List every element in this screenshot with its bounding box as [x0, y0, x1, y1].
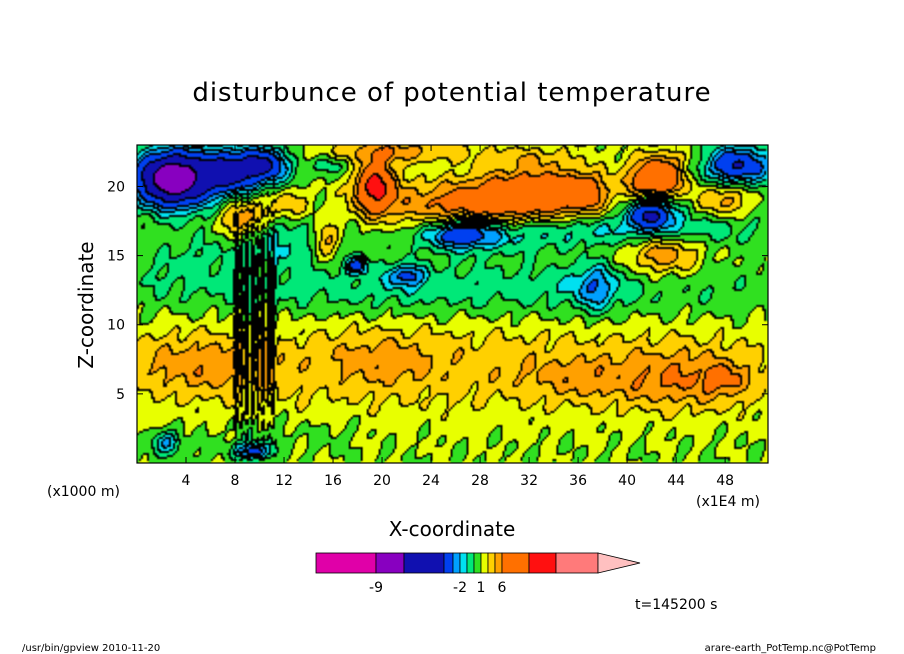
colorbar-swatch [528, 552, 557, 574]
colorbar-label: 6 [498, 580, 507, 596]
x-axis-label: X-coordinate [389, 517, 516, 541]
colorbar: -9 -2 1 6 [315, 552, 641, 596]
footer-left: /usr/bin/gpview 2010-11-20 [22, 643, 160, 654]
x-tick-label: 20 [373, 473, 391, 489]
x-tick-label: 36 [569, 473, 587, 489]
x-tick-label: 8 [231, 473, 240, 489]
colorbar-overflow-arrow [597, 552, 641, 574]
x-tick-label: 32 [520, 473, 538, 489]
colorbar-swatch [452, 552, 461, 574]
y-tick-label: 5 [116, 387, 125, 403]
colorbar-swatch [315, 552, 377, 574]
colorbar-swatch [555, 552, 599, 574]
plot-frame [136, 144, 769, 464]
colorbar-swatch [403, 552, 445, 574]
footer-right: arare-earth_PotTemp.nc@PotTemp [705, 643, 876, 654]
colorbar-swatch [473, 552, 482, 574]
colorbar-swatch [375, 552, 405, 574]
y-axis-ticks: 5 10 15 20 [107, 179, 768, 403]
colorbar-swatch [459, 552, 468, 574]
y-tick-label: 10 [107, 318, 125, 334]
colorbar-swatch [466, 552, 475, 574]
x-tick-label: 4 [182, 473, 191, 489]
y-tick-label: 15 [107, 249, 125, 265]
x-unit-label: (x1000 m) [47, 484, 120, 500]
y-tick-label: 20 [107, 179, 125, 195]
colorbar-swatch [487, 552, 496, 574]
x-tick-label: 28 [471, 473, 489, 489]
x-tick-label: 40 [618, 473, 636, 489]
x-tick-label: 44 [667, 473, 685, 489]
heatmap-field [137, 145, 768, 463]
colorbar-label: 1 [477, 580, 486, 596]
chart-title: disturbunce of potential temperature [192, 78, 711, 108]
colorbar-swatch [443, 552, 454, 574]
x-tick-label: 12 [275, 473, 293, 489]
colorbar-swatch [494, 552, 503, 574]
y-axis-label: Z-coordinate [74, 241, 98, 368]
colorbar-swatch [480, 552, 489, 574]
colorbar-swatch [501, 552, 530, 574]
colorbar-label: -2 [453, 580, 467, 596]
colorbar-label: -9 [369, 580, 383, 596]
x-axis-ticks: 4 8 12 16 20 24 28 32 36 40 44 48 [182, 145, 734, 489]
x-scale-label: (x1E4 m) [696, 494, 760, 510]
x-tick-label: 24 [422, 473, 440, 489]
x-tick-label: 16 [324, 473, 342, 489]
time-label: t=145200 s [635, 597, 717, 613]
x-tick-label: 48 [716, 473, 734, 489]
